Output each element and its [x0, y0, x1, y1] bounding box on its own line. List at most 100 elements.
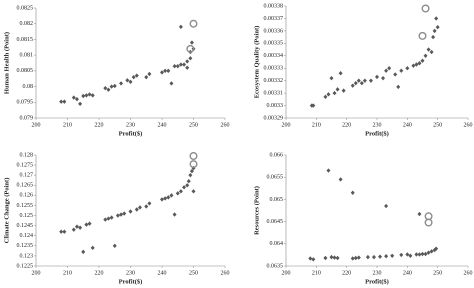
data-point: [147, 71, 152, 77]
data-point: [144, 204, 149, 209]
x-tick-label: 250: [433, 122, 442, 128]
data-point: [115, 213, 120, 218]
x-tick-label: 260: [221, 270, 230, 276]
data-point: [368, 78, 373, 83]
x-tick-label: 200: [282, 270, 291, 276]
data-point: [147, 201, 152, 206]
data-point: [62, 229, 67, 234]
x-tick-label: 220: [342, 270, 351, 276]
data-point: [185, 183, 190, 188]
panel: 0.1225 0.123 0.1235 0.124 0.1245 0.125 0.1255 0…: [3, 152, 230, 285]
data-point: [411, 63, 416, 68]
y-axis-label: Human Health (Point): [3, 32, 10, 94]
x-axis-label: Profit($): [119, 278, 143, 285]
x-tick-label: 220: [342, 122, 351, 128]
y-tick-label: 0.1225: [17, 263, 34, 269]
x-tick-label: 210: [312, 122, 321, 128]
data-point: [417, 61, 422, 66]
x-tick-label: 260: [464, 122, 473, 128]
data-point: [189, 40, 194, 45]
x-tick-label: 240: [403, 270, 412, 276]
data-point: [166, 68, 171, 74]
y-tick-label: 0.1275: [17, 162, 34, 168]
data-point: [356, 255, 361, 260]
data-point: [405, 252, 410, 257]
y-tick-label: 0.00336: [264, 28, 284, 34]
data-point: [308, 256, 313, 261]
x-tick-label: 200: [32, 122, 41, 128]
x-tick-label: 200: [32, 270, 41, 276]
y-tick-label: 0.0825: [17, 5, 34, 11]
y-tick-label: 0.0805: [17, 68, 34, 74]
data-point: [429, 49, 434, 55]
data-point: [90, 245, 95, 251]
data-point: [134, 73, 139, 78]
y-axis-label: Climate Change (Point): [3, 178, 10, 244]
data-point: [81, 93, 86, 99]
y-tick-label: 0.066: [270, 152, 284, 158]
panel: 0.0635 0.064 0.0645 0.065 0.0655 0.066 200 210 2…: [253, 152, 472, 285]
data-point: [87, 92, 92, 97]
data-point: [103, 217, 108, 222]
data-point: [128, 209, 133, 214]
data-point: [119, 212, 124, 217]
data-point: [59, 99, 64, 104]
data-point: [175, 63, 180, 69]
data-point: [426, 250, 431, 255]
y-tick-label: 0.127: [20, 173, 34, 179]
data-point: [74, 224, 79, 229]
data-point: [350, 256, 355, 261]
data-point: [365, 254, 370, 260]
data-point: [185, 59, 190, 64]
x-tick-label: 250: [189, 270, 198, 276]
data-point: [399, 68, 404, 73]
data-point: [119, 81, 124, 86]
data-point: [84, 222, 89, 227]
data-point: [326, 168, 331, 173]
y-axis-label: Ecosystem Quality (Point): [253, 26, 260, 99]
data-point: [122, 211, 127, 216]
data-point: [84, 93, 89, 98]
data-point: [338, 71, 343, 76]
data-point: [432, 28, 437, 34]
y-tick-label: 0.082: [20, 21, 34, 27]
y-tick-label: 0.0635: [267, 263, 284, 269]
data-point: [178, 62, 183, 67]
x-tick-label: 240: [403, 122, 412, 128]
data-point: [341, 88, 346, 93]
data-point: [423, 251, 428, 257]
data-point: [429, 249, 434, 254]
data-point: [329, 254, 334, 260]
data-point: [78, 101, 83, 107]
data-point: [353, 255, 358, 261]
data-point: [384, 203, 389, 209]
data-point: [109, 84, 114, 89]
data-point: [191, 189, 196, 194]
x-tick-label: 210: [312, 270, 321, 276]
x-tick-label: 250: [189, 122, 198, 128]
highlight-point: [421, 4, 430, 13]
data-point: [188, 172, 193, 178]
data-point: [381, 75, 386, 81]
data-point: [163, 196, 168, 201]
y-tick-label: 0.00332: [264, 78, 284, 84]
y-tick-label: 0.124: [20, 233, 34, 239]
x-tick-label: 260: [221, 122, 230, 128]
highlight-point: [189, 19, 198, 28]
panel: 0.00329 0.0033 0.00331 0.00332 0.00333 0.0033…: [253, 3, 472, 137]
x-axis-label: Profit($): [119, 130, 143, 137]
data-point: [166, 195, 171, 200]
data-point: [350, 190, 355, 195]
data-point: [434, 246, 439, 251]
data-point: [329, 75, 334, 81]
data-point: [414, 252, 419, 257]
y-tick-label: 0.1255: [17, 203, 34, 209]
data-point: [163, 68, 168, 74]
data-point: [128, 79, 133, 85]
x-tick-label: 230: [373, 122, 382, 128]
data-point: [131, 74, 136, 80]
data-point: [144, 74, 149, 80]
data-point: [178, 24, 183, 30]
x-tick-label: 260: [464, 270, 473, 276]
